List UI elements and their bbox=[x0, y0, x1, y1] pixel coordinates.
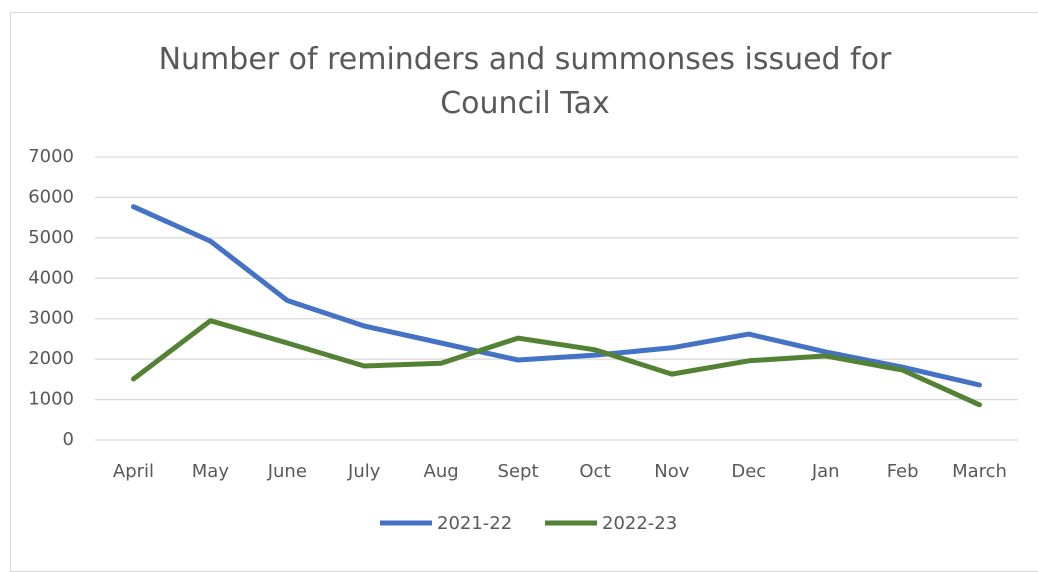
y-tick-label: 3000 bbox=[28, 308, 74, 329]
legend-label: 2021-22 bbox=[437, 513, 512, 534]
y-tick-label: 5000 bbox=[28, 227, 74, 248]
page: Number of reminders and summonses issued… bbox=[10, 12, 1038, 572]
legend-label: 2022-23 bbox=[602, 513, 677, 534]
x-tick-label: March bbox=[952, 461, 1007, 482]
x-tick-label: Feb bbox=[887, 461, 919, 482]
x-tick-label: Jan bbox=[811, 461, 840, 482]
x-tick-label: June bbox=[267, 461, 307, 482]
x-tick-label: Nov bbox=[654, 461, 689, 482]
x-tick-label: April bbox=[113, 461, 154, 482]
series-line bbox=[131, 318, 982, 408]
x-tick-label: May bbox=[192, 461, 230, 482]
x-tick-label: Sept bbox=[498, 461, 539, 482]
y-tick-label: 0 bbox=[63, 429, 74, 450]
series-line bbox=[131, 204, 982, 388]
y-tick-label: 7000 bbox=[28, 146, 74, 167]
x-tick-label: Dec bbox=[731, 461, 766, 482]
x-tick-label: Oct bbox=[579, 461, 610, 482]
y-tick-label: 6000 bbox=[28, 186, 74, 207]
y-tick-label: 2000 bbox=[28, 348, 74, 369]
y-tick-label: 4000 bbox=[28, 267, 74, 288]
chart-title: Number of reminders and summonses issued… bbox=[158, 42, 892, 121]
x-tick-label: July bbox=[347, 461, 381, 482]
y-tick-label: 1000 bbox=[28, 389, 74, 410]
chart: 0 1000 2000 3000 4000 5000 6000 7000 April May Jun… bbox=[28, 146, 1018, 534]
x-tick-label: Aug bbox=[424, 461, 459, 482]
